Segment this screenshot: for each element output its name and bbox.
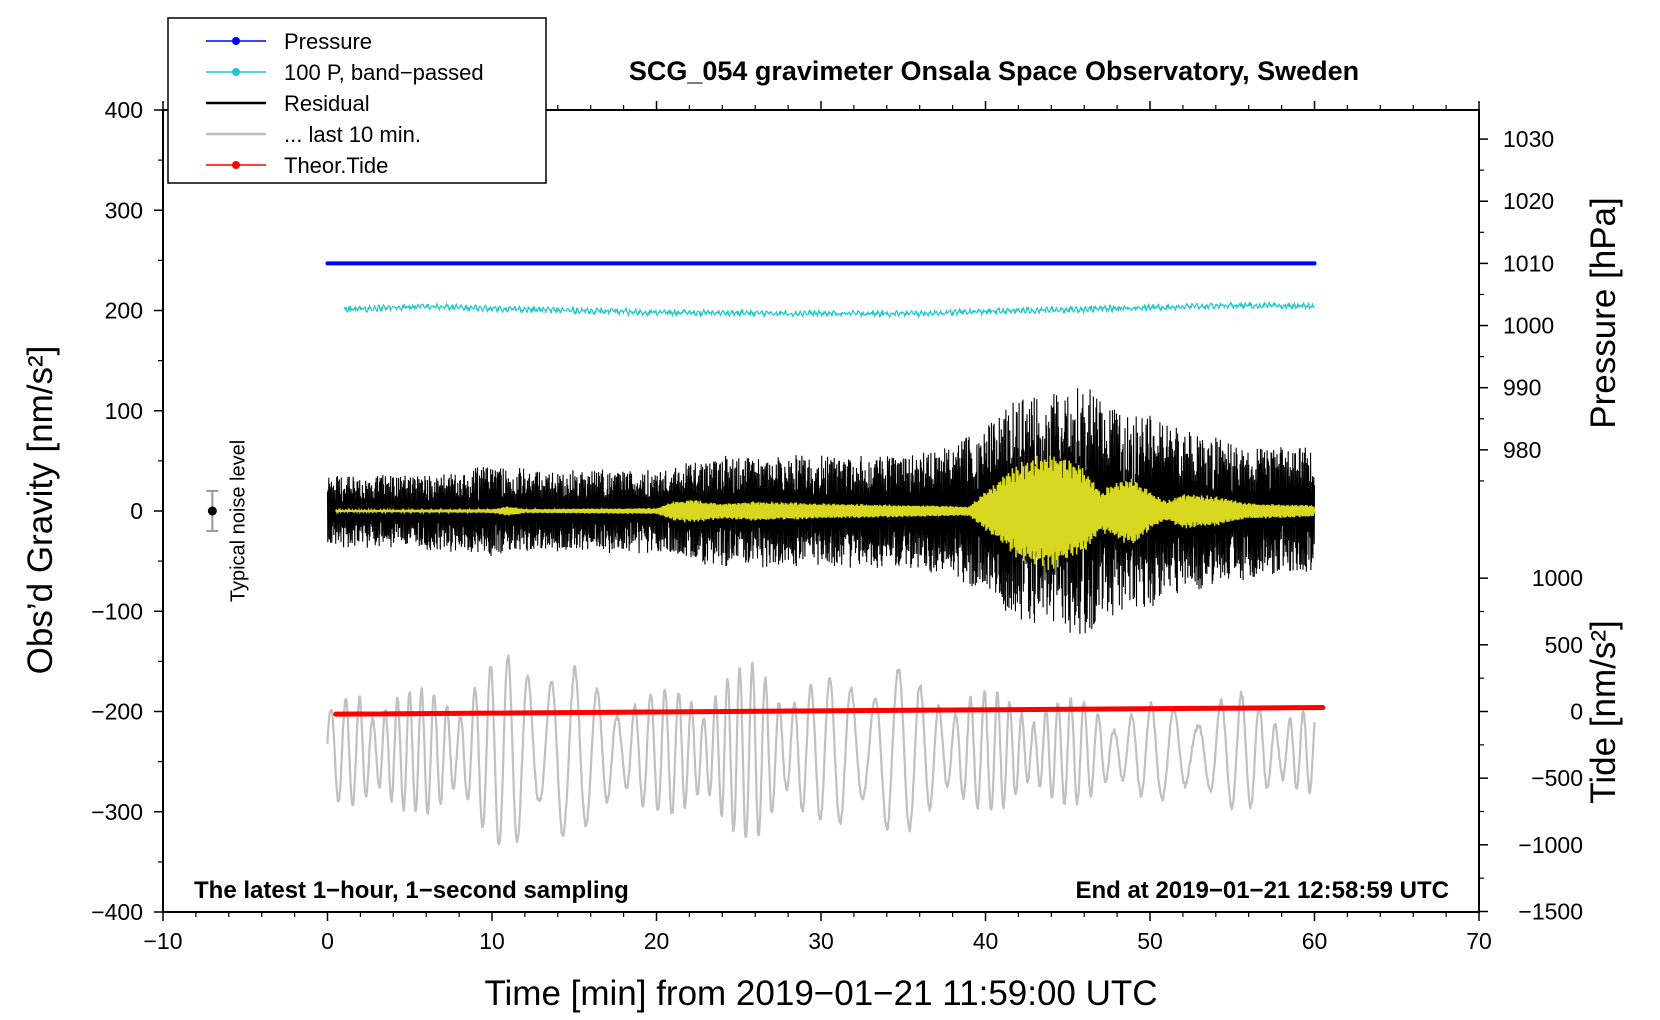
y-left-tick-label: 0 [130, 498, 143, 524]
legend-label: 100 P, band−passed [284, 60, 484, 85]
pressure-tick-label: 1010 [1503, 250, 1554, 276]
pressure-tick-label: 1000 [1503, 313, 1554, 339]
series-band-passed [343, 300, 1315, 319]
legend-box [167, 17, 547, 184]
y-left-tick-label: 400 [105, 97, 143, 123]
legend-swatch-marker [232, 37, 240, 45]
y-left-tick-label: 300 [105, 197, 143, 223]
series-theor-tide [333, 705, 1326, 717]
y-axis-label-left: Obs’d Gravity [nm/s²] [21, 346, 60, 675]
tide-tick-label: −500 [1531, 765, 1583, 791]
x-tick-label: 20 [644, 928, 670, 954]
pressure-tick-label: 1030 [1503, 126, 1554, 152]
legend: Pressure 100 P, band−passed Residual ... la… [167, 17, 547, 184]
legend-swatch-marker [232, 161, 240, 169]
tide-tick-label: 500 [1545, 632, 1583, 658]
x-tick-label: −10 [143, 928, 182, 954]
pressure-tick-label: 990 [1503, 375, 1541, 401]
legend-entries: Pressure 100 P, band−passed Residual ... la… [206, 29, 484, 178]
tide-tick-label: −1500 [1518, 898, 1583, 924]
legend-label: Theor.Tide [284, 153, 388, 178]
tide-tick-label: −1000 [1518, 832, 1583, 858]
y-left-tick-label: −400 [91, 899, 143, 925]
y-left-tick-label: 100 [105, 398, 143, 424]
pressure-tick-label: 980 [1503, 437, 1541, 463]
tide-tick-label: 1000 [1532, 565, 1583, 591]
y-left-tick-label: −100 [91, 598, 143, 624]
annotation-bottom-right: End at 2019−01−21 12:58:59 UTC [1075, 877, 1449, 904]
x-axis-label: Time [min] from 2019−01−21 11:59:00 UTC [484, 974, 1157, 1013]
x-tick-label: 30 [808, 928, 834, 954]
x-tick-label: 70 [1466, 928, 1492, 954]
series-residual-filtered [335, 455, 1316, 571]
legend-swatch-marker [232, 68, 240, 76]
x-tick-label: 0 [321, 928, 334, 954]
tide-tick-label: 0 [1570, 699, 1583, 725]
x-tick-label: 10 [479, 928, 505, 954]
y-left-tick-label: 200 [105, 298, 143, 324]
annotation-bottom-left: The latest 1−hour, 1−second sampling [194, 877, 629, 904]
y-axis-label-pressure: Pressure [hPa] [1584, 197, 1623, 429]
pressure-tick-label: 1020 [1503, 188, 1554, 214]
chart-title: SCG_054 gravimeter Onsala Space Observat… [629, 56, 1359, 86]
y-left-tick-label: −300 [91, 799, 143, 825]
noise-marker: Typical noise level [206, 440, 249, 602]
x-tick-label: 40 [973, 928, 999, 954]
x-tick-label: 50 [1137, 928, 1163, 954]
legend-label: ... last 10 min. [284, 122, 421, 147]
legend-label: Residual [284, 91, 370, 116]
x-tick-label: 60 [1302, 928, 1328, 954]
noise-label: Typical noise level [227, 440, 249, 602]
y-axis-label-tide: Tide [nm/s²] [1584, 620, 1623, 803]
legend-label: Pressure [284, 29, 372, 54]
ticks-layer: −10 0 10 20 30 40 50 60 704003002001000−100−200−… [91, 97, 1583, 954]
y-left-tick-label: −200 [91, 699, 143, 725]
series-residual [326, 388, 1316, 634]
noise-dot [207, 506, 217, 516]
series-layer [325, 261, 1326, 846]
